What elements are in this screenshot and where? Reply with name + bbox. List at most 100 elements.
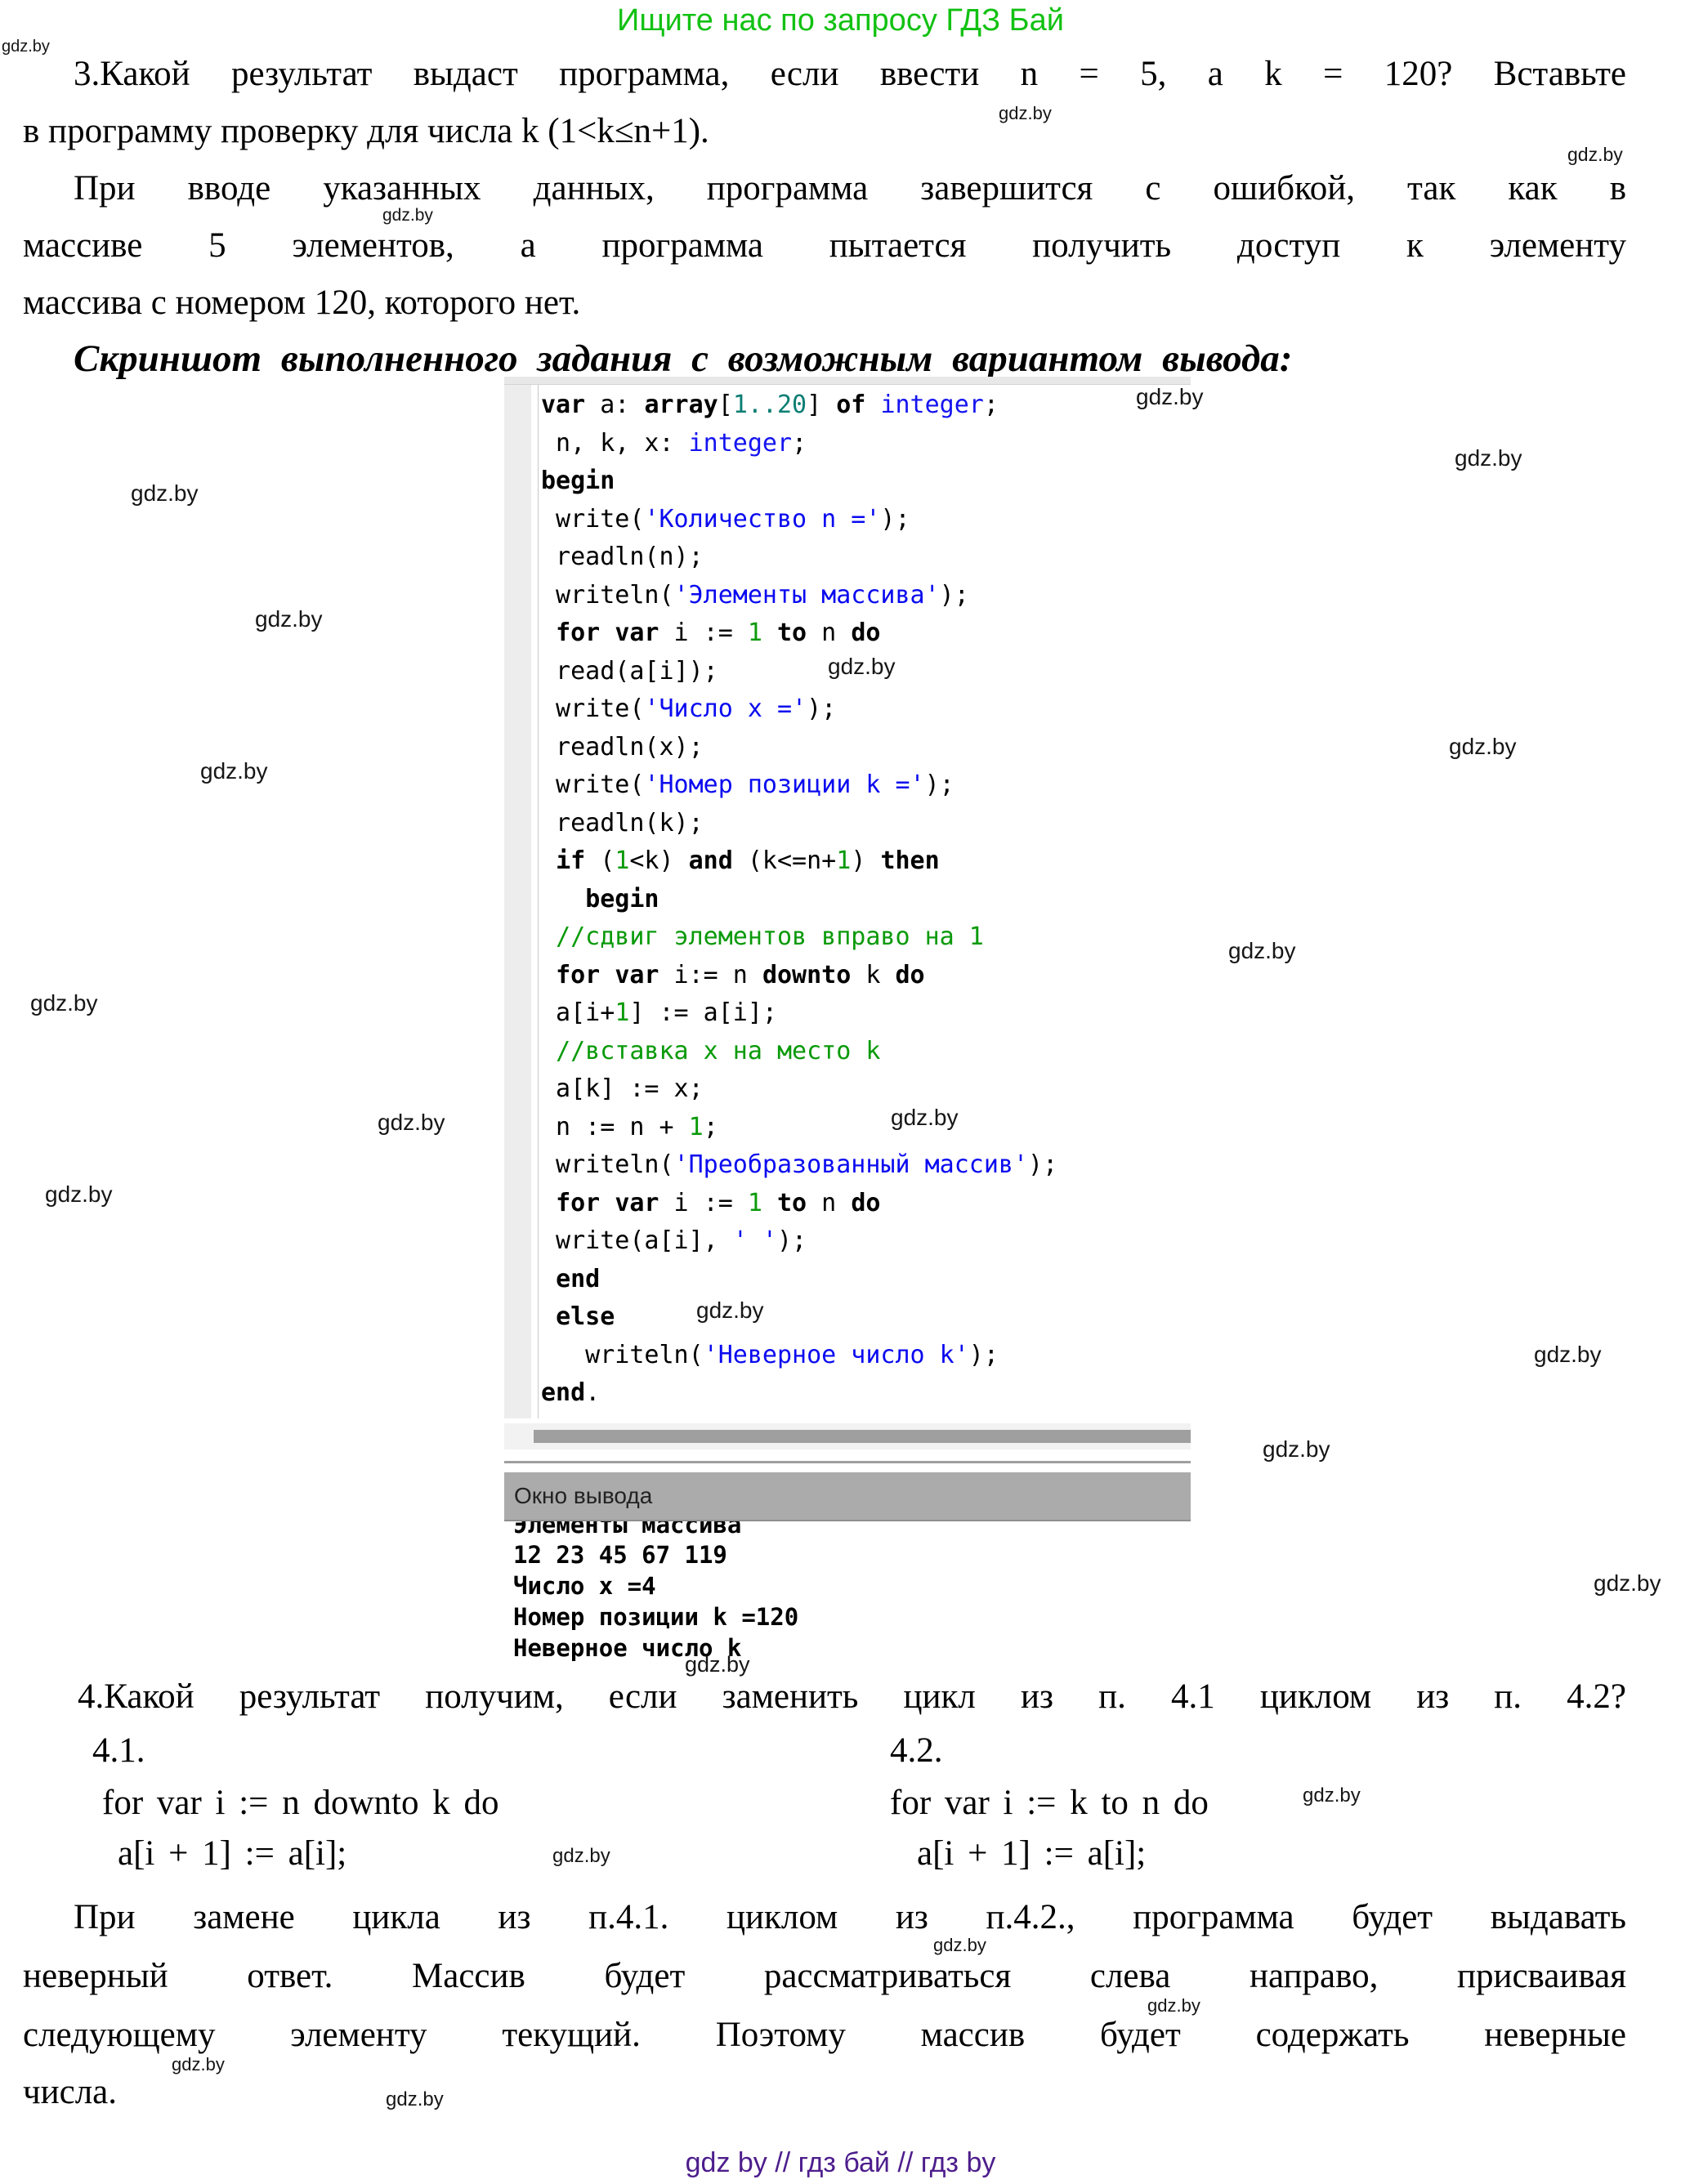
code-token: read(a[i]); bbox=[541, 656, 718, 686]
code-token: 'Неверное число k' bbox=[703, 1340, 969, 1369]
code-token: 1 bbox=[747, 1188, 762, 1217]
code-token: n := n + bbox=[541, 1112, 689, 1141]
code-token: end bbox=[541, 1378, 586, 1407]
pascal-code-listing: var a: array[1..20] of integer; n, k, x:… bbox=[541, 386, 1057, 1413]
code-token bbox=[541, 1189, 556, 1217]
code-token: a[i+ bbox=[541, 998, 615, 1027]
question3-answer-line-1: При вводе указанных данных, программа за… bbox=[74, 169, 1626, 208]
question3-answer-line-3: массива с номером 120, которого нет. bbox=[23, 284, 581, 322]
code-token: readln(k); bbox=[541, 808, 704, 837]
code-token bbox=[541, 961, 556, 989]
code-token: a[k] := x; bbox=[541, 1074, 704, 1103]
code-line: writeln('Элементы массива'); bbox=[541, 577, 1057, 615]
code-token: and bbox=[688, 846, 733, 875]
output-line: Неверное число k bbox=[513, 1634, 742, 1662]
code-token bbox=[600, 961, 615, 989]
output-line: 12 23 45 67 119 bbox=[513, 1541, 727, 1569]
code-token bbox=[541, 1037, 556, 1065]
code-token: n bbox=[807, 619, 852, 647]
code-token: array bbox=[644, 391, 718, 419]
code-line: read(a[i]); bbox=[541, 653, 1057, 691]
question4-42-code-line-2: a[i + 1] := a[i]; bbox=[917, 1834, 1147, 1873]
gdz-watermark: gdz.by bbox=[999, 103, 1052, 123]
code-token: then bbox=[880, 846, 940, 875]
code-line: var a: array[1..20] of integer; bbox=[541, 386, 1057, 425]
code-line: n, k, x: integer; bbox=[541, 425, 1057, 463]
code-line: begin bbox=[541, 881, 1057, 919]
code-token: <k) bbox=[629, 846, 689, 875]
output-line-clipped-text: Элементы массива bbox=[513, 1521, 742, 1539]
code-line: //сдвиг элементов вправо на 1 bbox=[541, 918, 1057, 957]
question3-line-1: 3.Какой результат выдаст программа, если… bbox=[74, 55, 1626, 93]
gdz-watermark: gdz.by bbox=[30, 990, 98, 1016]
code-token: 1 bbox=[836, 846, 852, 875]
gdz-watermark: gdz.by bbox=[933, 1935, 986, 1955]
scrollbar-thumb bbox=[534, 1430, 1191, 1443]
question4-label-41: 4.1. bbox=[92, 1731, 145, 1770]
gdz-watermark: gdz.by bbox=[45, 1181, 113, 1207]
question3-answer-line-2: массиве 5 элементов, а программа пытаетс… bbox=[23, 226, 1626, 265]
code-token: var bbox=[615, 1188, 659, 1217]
code-line: else bbox=[541, 1298, 1057, 1337]
footer-credits: gdz by // гдз бай // гдз by bbox=[685, 2147, 996, 2178]
code-token: ] := a[i]; bbox=[629, 998, 777, 1027]
code-token: do bbox=[851, 619, 881, 647]
output-line: Номер позиции k =120 bbox=[513, 1603, 799, 1631]
code-token: var bbox=[541, 391, 586, 419]
question3-line-2: в программу проверку для числа k (1<k≤n+… bbox=[23, 112, 709, 150]
code-token: writeln( bbox=[541, 1340, 704, 1369]
code-token: i:= n bbox=[659, 960, 762, 989]
code-token: write( bbox=[541, 770, 645, 799]
code-token: ; bbox=[792, 428, 807, 458]
code-token: 1 bbox=[615, 998, 630, 1027]
question4-41-code-line-1: for var i := n downto k do bbox=[102, 1784, 499, 1822]
code-token: ( bbox=[585, 846, 615, 875]
code-token: 'Номер позиции k =' bbox=[644, 770, 925, 799]
code-line: writeln('Неверное число k'); bbox=[541, 1337, 1057, 1375]
code-token: . bbox=[585, 1378, 601, 1407]
code-token bbox=[541, 619, 556, 647]
code-token bbox=[762, 1189, 777, 1217]
code-line: end. bbox=[541, 1374, 1057, 1413]
gdz-watermark: gdz.by bbox=[1534, 1342, 1602, 1367]
code-token: writeln( bbox=[541, 1150, 674, 1179]
code-line: for var i := 1 to n do bbox=[541, 614, 1057, 653]
code-token: ); bbox=[924, 770, 955, 799]
code-line: write('Количество n ='); bbox=[541, 501, 1057, 539]
code-token bbox=[762, 619, 777, 647]
code-token: readln(x); bbox=[541, 732, 704, 761]
code-token: n bbox=[807, 1188, 852, 1217]
output-line: Число x =4 bbox=[513, 1572, 656, 1600]
code-token bbox=[541, 846, 556, 875]
code-token: 'Число x =' bbox=[644, 695, 807, 723]
gdz-watermark: gdz.by bbox=[1449, 734, 1517, 759]
gdz-watermark: gdz.by bbox=[828, 654, 896, 679]
code-line: n := n + 1; bbox=[541, 1109, 1057, 1147]
code-line: readln(n); bbox=[541, 538, 1057, 577]
code-token: var bbox=[615, 619, 659, 647]
output-window-title: Окно вывода bbox=[514, 1483, 653, 1508]
gdz-watermark: gdz.by bbox=[1594, 1570, 1661, 1596]
code-line: readln(x); bbox=[541, 729, 1057, 767]
code-token: of bbox=[836, 391, 866, 419]
code-line: a[i+1] := a[i]; bbox=[541, 994, 1057, 1033]
code-token: ); bbox=[939, 580, 969, 610]
code-line: writeln('Преобразованный массив'); bbox=[541, 1146, 1057, 1185]
editor-gutter-divider bbox=[538, 385, 539, 1418]
gdz-watermark: gdz.by bbox=[378, 1110, 445, 1135]
code-token: ); bbox=[777, 1226, 807, 1255]
code-token bbox=[865, 391, 880, 419]
gdz-watermark: gdz.by bbox=[1567, 144, 1623, 165]
horizontal-scrollbar bbox=[504, 1423, 1191, 1449]
code-token: write(a[i], bbox=[541, 1226, 733, 1255]
code-line: write(a[i], ' '); bbox=[541, 1222, 1057, 1261]
question4-41-code-line-2: a[i + 1] := a[i]; bbox=[118, 1834, 347, 1873]
code-line: readln(k); bbox=[541, 805, 1057, 843]
code-line: for var i := 1 to n do bbox=[541, 1185, 1057, 1223]
code-line: begin bbox=[541, 462, 1057, 501]
code-token: to bbox=[777, 619, 807, 647]
answer4-line-4: числа. bbox=[23, 2073, 118, 2111]
gdz-watermark: gdz.by bbox=[1455, 445, 1522, 471]
code-token bbox=[541, 922, 556, 951]
